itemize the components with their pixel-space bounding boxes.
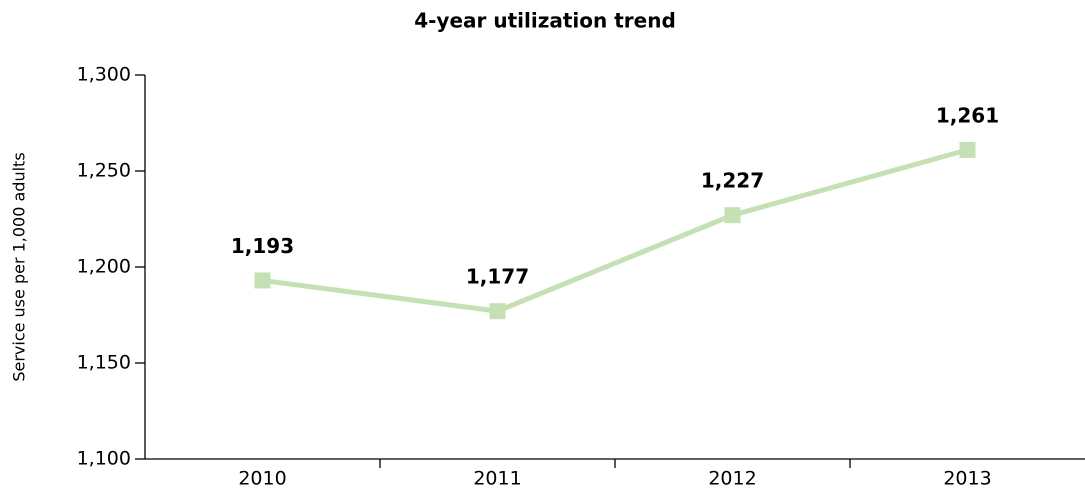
- marker: [254, 272, 271, 289]
- data-label: 1,227: [701, 169, 764, 193]
- y-axis-label: Service use per 1,000 adults: [10, 152, 29, 381]
- x-tick-label: 2010: [238, 468, 286, 490]
- marker: [489, 303, 506, 320]
- y-tick-label: 1,100: [77, 448, 131, 470]
- y-tick-label: 1,150: [77, 352, 131, 374]
- y-tick-label: 1,300: [77, 64, 131, 86]
- marker: [959, 141, 976, 158]
- x-tick-label: 2012: [708, 468, 756, 490]
- chart-title: 4-year utilization trend: [414, 9, 676, 33]
- marker: [724, 207, 741, 224]
- data-label: 1,177: [466, 265, 529, 289]
- y-tick-label: 1,250: [77, 160, 131, 182]
- y-tick-label: 1,200: [77, 256, 131, 278]
- x-tick-label: 2011: [473, 468, 521, 490]
- data-label: 1,193: [231, 234, 294, 258]
- data-label: 1,261: [936, 103, 999, 127]
- data-line: [262, 147, 969, 314]
- x-tick-label: 2013: [943, 468, 991, 490]
